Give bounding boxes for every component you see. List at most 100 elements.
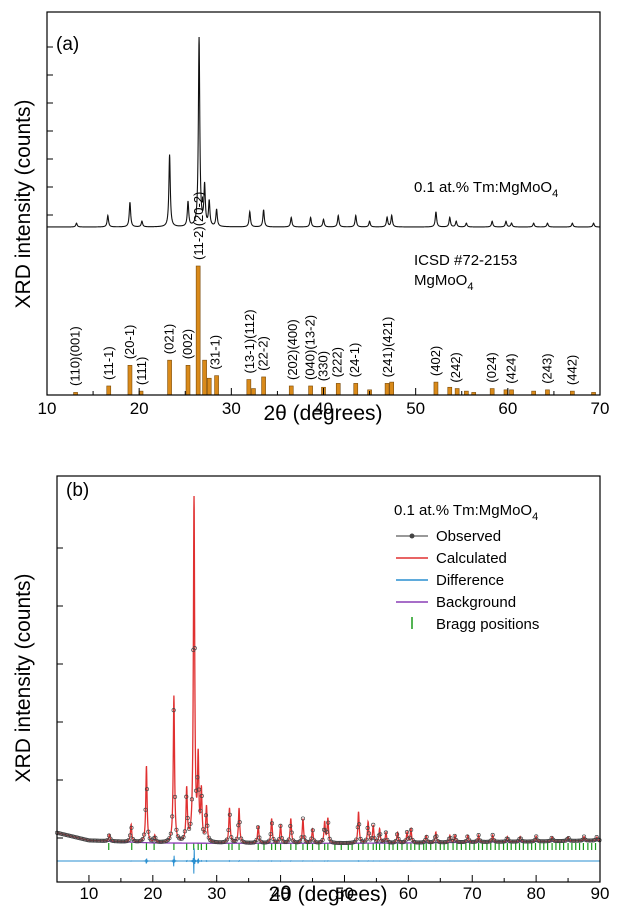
hkl-label: (20-1): [122, 325, 137, 360]
legend: 0.1 at.% Tm:MgMoO4 Observed Calculated D…: [394, 502, 539, 633]
axes-a: 10 20 30 40 50 60 70: [38, 46, 609, 418]
observed-point: [205, 823, 210, 828]
observed-point: [555, 838, 560, 844]
observed-point: [203, 813, 209, 818]
observed-point: [389, 840, 394, 845]
observed-point: [496, 839, 501, 844]
observed-point: [196, 787, 202, 792]
observed-point: [553, 838, 558, 844]
hkl-label: (040)(13-2): [303, 315, 318, 380]
observed-point: [331, 840, 336, 845]
observed-point: [310, 828, 315, 833]
observed-point: [316, 840, 321, 845]
observed-point: [544, 839, 549, 844]
observed-point: [442, 840, 447, 845]
observed-point: [91, 838, 96, 843]
observed-point: [404, 830, 410, 835]
x-tick-label-b: 90: [591, 884, 610, 903]
observed-point: [388, 840, 393, 845]
x-axis-title-b: 2θ (degrees): [268, 883, 387, 906]
observed-point: [334, 840, 339, 845]
reference-bar: [261, 376, 266, 396]
hkl-label: (13-1)(112): [242, 309, 257, 373]
observed-point: [469, 839, 474, 844]
observed-line-a: [47, 36, 600, 228]
reference-label-line1: ICSD #72-2153: [414, 252, 517, 269]
observed-point: [288, 823, 293, 829]
hkl-label: (424): [504, 353, 519, 383]
observed-point: [409, 827, 414, 832]
observed-point: [573, 838, 578, 843]
hkl-label: (111): [134, 357, 149, 385]
observed-point: [199, 793, 204, 799]
reference-label-sub: 4: [467, 281, 473, 293]
sample-label-a: 0.1 at.% Tm:MgMoO4: [414, 179, 558, 200]
reference-bar: [433, 381, 439, 396]
hkl-label: (202)(400): [285, 319, 300, 380]
observed-point: [217, 840, 223, 845]
observed-point: [428, 840, 433, 845]
reference-bar: [246, 379, 252, 396]
reference-bar: [308, 385, 313, 396]
legend-title-text: 0.1 at.% Tm:MgMoO: [394, 502, 532, 519]
observed-point: [182, 829, 187, 834]
observed-point: [278, 823, 283, 828]
observed-point: [261, 840, 266, 845]
reference-label-line2-text: MgMoO: [414, 272, 467, 289]
observed-point: [366, 831, 372, 836]
legend-item-calculated: Calculated: [396, 550, 507, 567]
observed-point: [383, 830, 388, 835]
panel-label-a: (a): [56, 34, 79, 55]
observed-point: [248, 840, 254, 845]
hkl-label: (243): [540, 353, 555, 383]
reference-bar: [288, 385, 294, 396]
observed-point: [142, 832, 147, 837]
observed-point: [227, 812, 232, 817]
reference-bar: [185, 365, 191, 396]
observed-point: [482, 839, 487, 844]
observed-point: [532, 838, 537, 843]
observed-point: [298, 839, 303, 844]
observed-point: [188, 821, 193, 826]
observed-point: [452, 833, 457, 838]
observed-point: [140, 837, 145, 842]
observed-point: [510, 839, 515, 844]
observed-point: [538, 839, 543, 844]
reference-bar: [545, 389, 550, 396]
x-tick-label-b: 80: [527, 884, 546, 903]
observed-point: [160, 839, 165, 844]
observed-point: [219, 840, 224, 845]
observed-point: [569, 838, 574, 843]
observed-point: [144, 787, 150, 792]
observed-point: [485, 839, 490, 844]
observed-point: [343, 840, 348, 846]
x-axis-title-a: 2θ (degrees): [263, 402, 382, 425]
observed-point: [558, 838, 563, 844]
difference-curve: [57, 848, 600, 874]
observed-point: [99, 838, 105, 843]
observed-point: [126, 838, 131, 843]
observed-point: [382, 838, 387, 843]
observed-point: [542, 839, 547, 844]
observed-point: [347, 840, 352, 845]
observed-point: [524, 839, 529, 844]
observed-point: [441, 840, 446, 845]
x-tick-label-a: 30: [222, 399, 241, 418]
observed-point: [184, 794, 189, 799]
observed-point: [153, 835, 158, 840]
hkl-label: (442): [564, 355, 579, 385]
observed-point: [511, 839, 516, 844]
observed-point: [119, 839, 124, 844]
observed-point: [98, 838, 103, 843]
observed-point: [371, 822, 376, 827]
x-tick-label-a: 50: [406, 399, 425, 418]
observed-point: [279, 836, 284, 841]
reference-bar: [214, 375, 219, 396]
observed-point: [229, 835, 234, 840]
observed-point: [246, 840, 251, 845]
calculated-curve: [56, 496, 601, 844]
observed-point: [456, 839, 462, 845]
observed-point: [88, 838, 93, 843]
observed-point: [309, 836, 314, 841]
